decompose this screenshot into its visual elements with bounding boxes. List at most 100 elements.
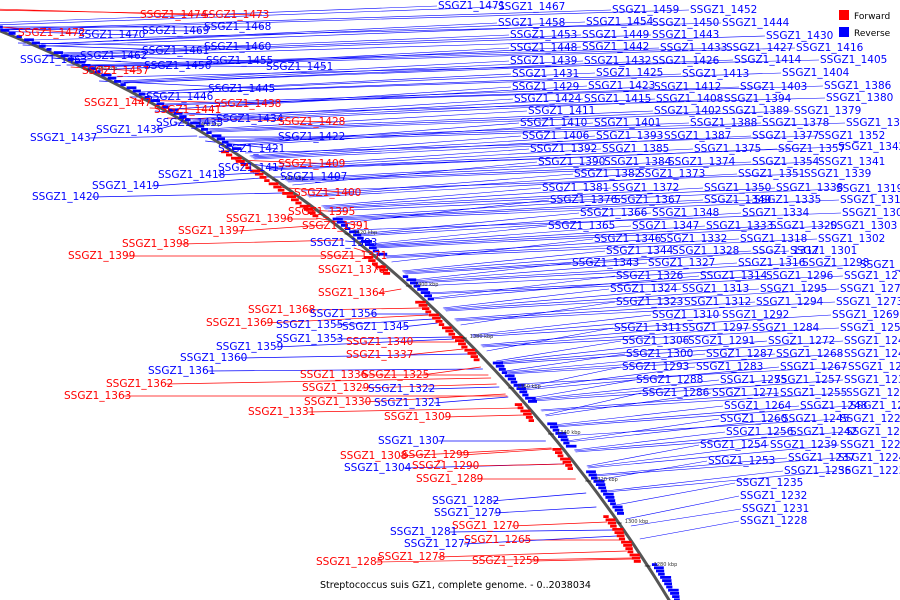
label-connector xyxy=(540,392,780,411)
reverse-gene xyxy=(528,400,537,403)
gene-label-ssgz1-1365: SSGZ1_1365 xyxy=(548,220,615,232)
gene-label-ssgz1-1271: SSGZ1_1271 xyxy=(712,387,779,399)
reverse-gene xyxy=(670,592,680,595)
label-connector xyxy=(97,46,582,71)
label-connector xyxy=(151,177,262,187)
label-connector xyxy=(307,407,519,413)
label-connector xyxy=(597,460,708,481)
label-connector xyxy=(45,22,652,47)
gene-label-ssgz1-1391: SSGZ1_1391 xyxy=(302,220,369,232)
gene-label-ssgz1-1305: SSGZ1_1305 xyxy=(842,207,900,219)
gene-label-ssgz1-1275: SSGZ1_1275 xyxy=(720,374,787,386)
gene-label-ssgz1-1453: SSGZ1_1453 xyxy=(510,29,577,41)
gene-label-ssgz1-1357: SSGZ1_1357 xyxy=(778,143,845,155)
label-connector xyxy=(249,135,522,157)
gene-label-ssgz1-1291: SSGZ1_1291 xyxy=(688,335,755,347)
tick-label: 1380 kbp xyxy=(470,334,494,340)
gene-label-ssgz1-1393: SSGZ1_1393 xyxy=(596,130,663,142)
gene-label-ssgz1-1342: SSGZ1_1342 xyxy=(838,141,900,153)
reverse-gene xyxy=(372,249,379,253)
reverse-gene xyxy=(332,217,343,221)
gene-label-ssgz1-1366: SSGZ1_1366 xyxy=(580,207,648,219)
gene-label-ssgz1-1280: SSGZ1_1280 xyxy=(860,259,900,271)
forward-gene xyxy=(364,256,374,259)
forward-gene xyxy=(435,320,443,323)
gene-label-ssgz1-1254: SSGZ1_1254 xyxy=(700,439,768,451)
gene-label-ssgz1-1328: SSGZ1_1328 xyxy=(672,245,739,257)
gene-label-ssgz1-1432: SSGZ1_1432 xyxy=(584,55,651,67)
label-connector xyxy=(239,353,469,359)
gene-label-ssgz1-1388: SSGZ1_1388 xyxy=(690,117,757,129)
gene-label-ssgz1-1237: SSGZ1_1237 xyxy=(788,452,855,464)
label-connector xyxy=(587,444,770,468)
gene-label-ssgz1-1420: SSGZ1_1420 xyxy=(32,191,99,203)
gene-label-ssgz1-1276: SSGZ1_1276 xyxy=(844,270,900,282)
gene-label-ssgz1-1343: SSGZ1_1343 xyxy=(572,257,639,269)
label-connector xyxy=(541,392,846,412)
gene-label-ssgz1-1370: SSGZ1_1370 xyxy=(318,264,385,276)
gene-label-ssgz1-1436: SSGZ1_1436 xyxy=(96,124,164,136)
label-connector xyxy=(165,377,492,385)
label-connector xyxy=(338,199,754,220)
reverse-gene xyxy=(563,441,570,445)
gene-label-ssgz1-1384: SSGZ1_1384 xyxy=(604,156,672,168)
label-connector xyxy=(531,558,633,562)
gene-label-ssgz1-1273: SSGZ1_1273 xyxy=(836,296,900,308)
label-connector xyxy=(89,135,198,139)
gene-label-ssgz1-1277: SSGZ1_1277 xyxy=(404,538,471,550)
label-connector xyxy=(413,262,648,282)
label-connector xyxy=(0,6,498,26)
label-connector xyxy=(251,135,596,158)
label-connector xyxy=(363,393,506,403)
label-connector xyxy=(418,264,860,287)
label-connector xyxy=(374,225,830,249)
gene-label-ssgz1-1346: SSGZ1_1346 xyxy=(594,233,662,245)
gene-label-ssgz1-1326: SSGZ1_1326 xyxy=(616,270,684,282)
gene-label-ssgz1-1324: SSGZ1_1324 xyxy=(610,283,678,295)
label-connector xyxy=(444,288,760,311)
reverse-gene xyxy=(74,60,86,64)
gene-label-ssgz1-1450: SSGZ1_1450 xyxy=(652,17,719,29)
label-connector xyxy=(87,47,660,66)
forward-gene xyxy=(616,534,625,538)
gene-label-ssgz1-1242: SSGZ1_1242 xyxy=(790,426,857,438)
gene-label-ssgz1-1319: SSGZ1_1319 xyxy=(836,183,900,195)
gene-label-ssgz1-1428: SSGZ1_1428 xyxy=(278,116,345,128)
gene-label-ssgz1-1347: SSGZ1_1347 xyxy=(632,220,699,232)
reverse-gene xyxy=(598,486,607,490)
forward-gene xyxy=(614,531,624,534)
label-connector xyxy=(269,148,694,170)
gene-label-ssgz1-1315: SSGZ1_1315 xyxy=(840,194,900,206)
gene-label-ssgz1-1255: SSGZ1_1255 xyxy=(780,387,847,399)
label-connector xyxy=(386,238,818,259)
label-connector xyxy=(358,212,652,236)
reverse-gene xyxy=(221,140,229,144)
label-connector xyxy=(267,148,602,169)
gene-label-ssgz1-1232: SSGZ1_1232 xyxy=(740,490,807,502)
gene-label-ssgz1-1289: SSGZ1_1289 xyxy=(416,473,483,485)
label-connector xyxy=(70,35,766,58)
label-connector xyxy=(511,521,608,527)
gene-label-ssgz1-1368: SSGZ1_1368 xyxy=(248,304,315,316)
label-connector xyxy=(232,122,520,146)
gene-label-ssgz1-1235: SSGZ1_1235 xyxy=(736,477,803,489)
label-connector xyxy=(269,146,838,170)
reverse-gene xyxy=(184,118,191,122)
label-connector xyxy=(481,327,752,347)
label-connector xyxy=(0,5,438,23)
label-connector xyxy=(575,431,846,453)
forward-gene xyxy=(425,310,432,314)
gene-label-ssgz1-1363: SSGZ1_1363 xyxy=(64,390,131,402)
gene-label-ssgz1-1285: SSGZ1_1285 xyxy=(316,556,383,568)
label-connector xyxy=(531,379,720,400)
gene-label-ssgz1-1426: SSGZ1_1426 xyxy=(652,55,720,67)
reverse-gene xyxy=(666,585,673,589)
label-connector xyxy=(404,250,752,274)
label-connector xyxy=(553,405,724,426)
reverse-gene xyxy=(60,54,69,58)
forward-gene xyxy=(432,316,441,320)
gene-label-ssgz1-1322: SSGZ1_1322 xyxy=(368,383,435,395)
gene-label-ssgz1-1409: SSGZ1_1409 xyxy=(278,158,345,170)
gene-label-ssgz1-1345: SSGZ1_1345 xyxy=(342,321,409,333)
legend-forward-swatch xyxy=(839,10,849,20)
